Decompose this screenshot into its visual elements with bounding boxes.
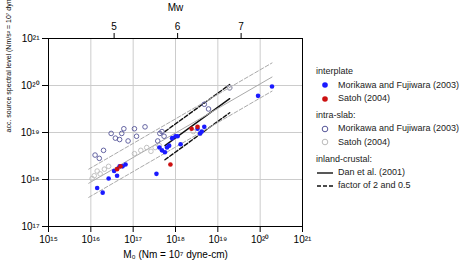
- html-text:Morikawa and Fujiwara (2003): Morikawa and Fujiwara (2003): [338, 79, 460, 90]
- svg-text:Mw: Mw: [168, 2, 184, 13]
- svg-text:7: 7: [238, 21, 244, 32]
- html-text:factor of 2 and 0.5: factor of 2 and 0.5: [338, 180, 411, 191]
- svg-text:10¹⁷: 10¹⁷: [21, 221, 39, 232]
- svg-text:6: 6: [175, 21, 181, 32]
- html-text:Dan et al. (2001): Dan et al. (2001): [338, 167, 405, 178]
- html-text:inland-crustal:: inland-crustal:: [316, 153, 372, 164]
- svg-text:10¹⁹: 10¹⁹: [21, 127, 40, 138]
- svg-text:10¹⁵: 10¹⁵: [39, 234, 58, 245]
- html-text:Satoh (2004): Satoh (2004): [338, 136, 390, 147]
- svg-text:5: 5: [111, 21, 117, 32]
- svg-text:10²⁰: 10²⁰: [251, 234, 269, 245]
- svg-text:10²¹: 10²¹: [294, 234, 312, 245]
- svg-text:M₀ (Nm = 10⁷ dyne-cm): M₀ (Nm = 10⁷ dyne-cm): [123, 249, 228, 260]
- svg-text:10¹⁷: 10¹⁷: [124, 234, 142, 245]
- svg-text:10¹⁸: 10¹⁸: [21, 174, 40, 185]
- svg-text:10¹⁹: 10¹⁹: [208, 234, 227, 245]
- svg-text:10²¹: 10²¹: [22, 33, 40, 44]
- svg-text:10¹⁸: 10¹⁸: [166, 234, 185, 245]
- svg-text:10²⁰: 10²⁰: [21, 80, 39, 91]
- html-text:Satoh (2004): Satoh (2004): [338, 92, 390, 103]
- html-text:interplate: interplate: [316, 66, 353, 77]
- svg-text:10¹⁶: 10¹⁶: [82, 234, 101, 245]
- svg-text:acc. source spectral level (Nm: acc. source spectral level (Nm/s² = 10⁷ …: [5, 0, 13, 133]
- html-text:intra-slab:: intra-slab:: [316, 110, 356, 121]
- html-text:Morikawa and Fujiwara (2003): Morikawa and Fujiwara (2003): [338, 123, 460, 134]
